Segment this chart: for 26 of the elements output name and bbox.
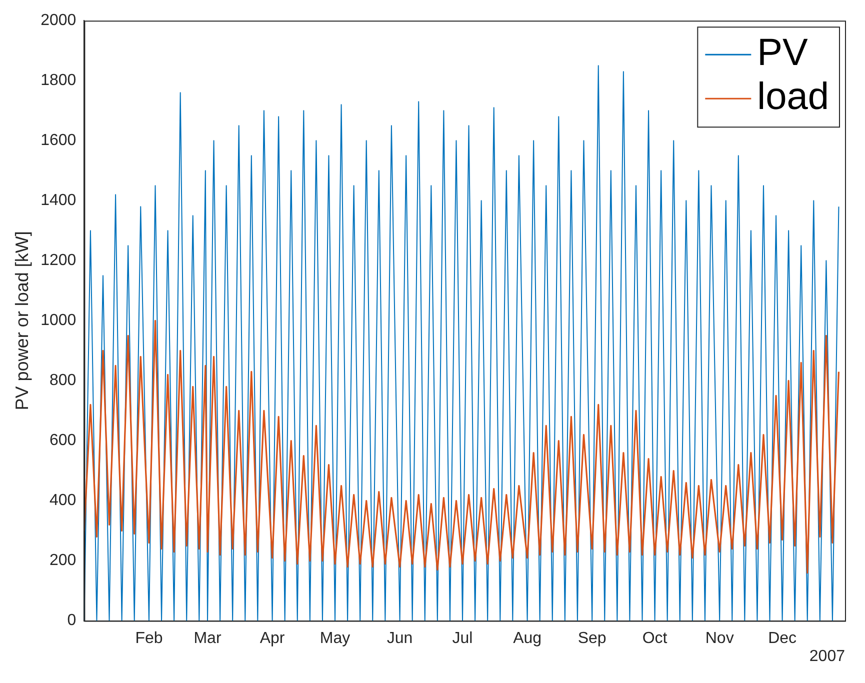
- x-tick-label: Aug: [513, 630, 542, 647]
- y-tick-label: 1000: [40, 312, 76, 330]
- x-tick-label: Mar: [194, 630, 222, 647]
- y-tick-label: 1400: [40, 192, 76, 210]
- y-tick-label: 600: [49, 432, 76, 450]
- y-tick-label: 2000: [40, 12, 76, 30]
- y-axis-title: PV power or load [kW]: [12, 231, 32, 410]
- x-tick-label: Dec: [768, 630, 797, 647]
- legend-label: load: [757, 76, 829, 118]
- x-tick-label: Apr: [260, 630, 286, 647]
- y-tick-label: 1800: [40, 72, 76, 90]
- text: 2007: [809, 648, 846, 666]
- legend-label: PV: [757, 32, 808, 74]
- x-tick-label: Sep: [578, 630, 606, 647]
- x-tick-label: Jul: [452, 630, 473, 647]
- y-tick-label: 0: [67, 612, 76, 630]
- x-tick-label: Feb: [135, 630, 163, 647]
- x-tick-label: Nov: [705, 630, 734, 647]
- x-tick-label: Oct: [642, 630, 668, 647]
- x-tick-label: May: [320, 630, 350, 647]
- y-tick-label: 800: [49, 372, 76, 390]
- y-tick-label: 1600: [40, 132, 76, 150]
- y-tick-label: 1200: [40, 252, 76, 270]
- y-tick-label: 200: [49, 552, 76, 570]
- x-tick-label: Jun: [386, 630, 413, 647]
- y-tick-label: 400: [49, 492, 76, 510]
